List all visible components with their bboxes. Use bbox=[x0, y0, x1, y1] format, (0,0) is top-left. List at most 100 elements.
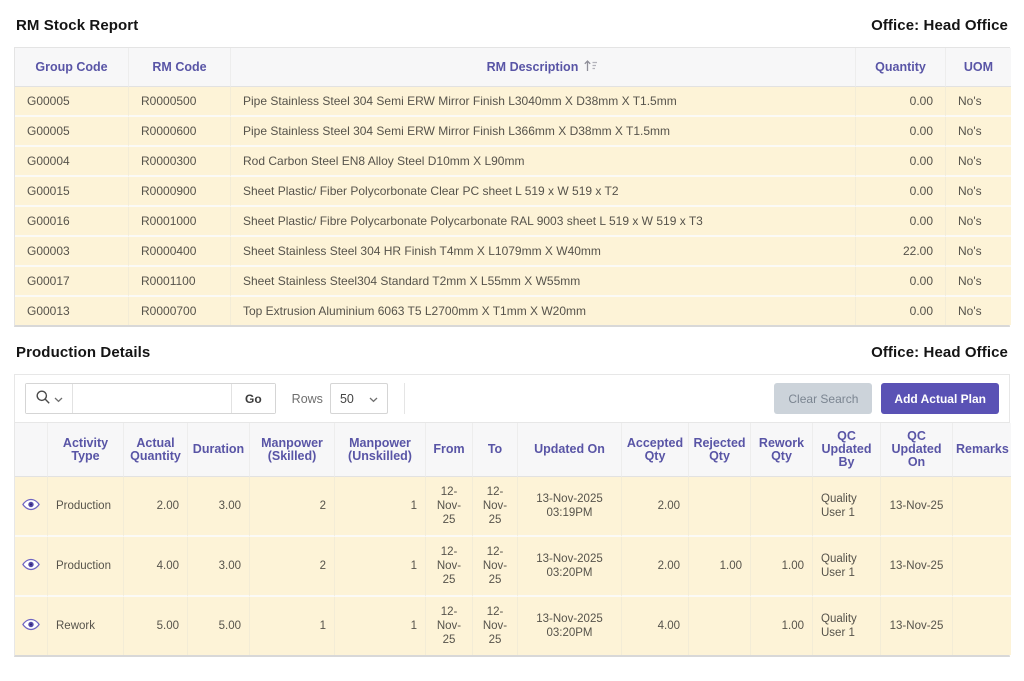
cell-group-code: G00016 bbox=[15, 207, 129, 237]
search-input[interactable] bbox=[73, 384, 231, 413]
production-table: Activity Type Actual Quantity Duration M… bbox=[15, 423, 1011, 655]
cell-group-code: G00004 bbox=[15, 147, 129, 177]
cell-manpower-skilled: 2 bbox=[250, 537, 335, 597]
cell-row-actions bbox=[15, 537, 48, 597]
column-header-manpower-unskilled[interactable]: Manpower (Unskilled) bbox=[335, 423, 426, 477]
cell-actual-quantity: 5.00 bbox=[124, 597, 188, 655]
chevron-down-icon bbox=[54, 391, 63, 406]
cell-manpower-skilled: 2 bbox=[250, 477, 335, 537]
cell-activity-type: Production bbox=[48, 477, 124, 537]
cell-qc-updated-on: 13-Nov-25 bbox=[881, 477, 953, 537]
column-header-rework-qty[interactable]: Rework Qty bbox=[751, 423, 813, 477]
cell-uom: No's bbox=[946, 297, 1011, 325]
cell-from: 12-Nov-25 bbox=[426, 537, 473, 597]
column-header-activity-type[interactable]: Activity Type bbox=[48, 423, 124, 477]
cell-updated-on: 13-Nov-2025 03:20PM bbox=[518, 597, 622, 655]
rm-stock-office-label: Office: Head Office bbox=[871, 17, 1008, 34]
column-header-uom[interactable]: UOM bbox=[946, 48, 1011, 87]
column-header-remarks[interactable]: Remarks bbox=[953, 423, 1011, 477]
cell-quantity: 0.00 bbox=[856, 267, 946, 297]
table-row: G00013R0000700Top Extrusion Aluminium 60… bbox=[15, 297, 1011, 325]
page: RM Stock Report Office: Head Office Grou… bbox=[0, 0, 1024, 657]
production-office-label: Office: Head Office bbox=[871, 344, 1008, 361]
cell-quantity: 0.00 bbox=[856, 177, 946, 207]
cell-rejected-qty: 1.00 bbox=[689, 537, 751, 597]
cell-group-code: G00017 bbox=[15, 267, 129, 297]
cell-qc-updated-on: 13-Nov-25 bbox=[881, 597, 953, 655]
cell-rework-qty: 1.00 bbox=[751, 597, 813, 655]
column-header-qc-updated-by[interactable]: QC Updated By bbox=[813, 423, 881, 477]
column-header-to[interactable]: To bbox=[473, 423, 518, 477]
cell-description: Top Extrusion Aluminium 6063 T5 L2700mm … bbox=[231, 297, 856, 325]
search-options-button[interactable] bbox=[26, 384, 73, 413]
cell-rm-code: R0000900 bbox=[129, 177, 231, 207]
cell-quantity: 0.00 bbox=[856, 147, 946, 177]
cell-from: 12-Nov-25 bbox=[426, 597, 473, 655]
cell-to: 12-Nov-25 bbox=[473, 477, 518, 537]
cell-actual-quantity: 4.00 bbox=[124, 537, 188, 597]
cell-rm-code: R0000600 bbox=[129, 117, 231, 147]
clear-search-button[interactable]: Clear Search bbox=[774, 383, 872, 414]
table-row: G00017R0001100Sheet Stainless Steel304 S… bbox=[15, 267, 1011, 297]
column-header-accepted-qty[interactable]: Accepted Qty bbox=[622, 423, 689, 477]
cell-description: Sheet Stainless Steel 304 HR Finish T4mm… bbox=[231, 237, 856, 267]
cell-from: 12-Nov-25 bbox=[426, 477, 473, 537]
column-header-from[interactable]: From bbox=[426, 423, 473, 477]
cell-description: Pipe Stainless Steel 304 Semi ERW Mirror… bbox=[231, 117, 856, 147]
cell-activity-type: Rework bbox=[48, 597, 124, 655]
cell-rm-code: R0001000 bbox=[129, 207, 231, 237]
eye-icon[interactable] bbox=[22, 498, 40, 511]
cell-manpower-unskilled: 1 bbox=[335, 477, 426, 537]
cell-quantity: 0.00 bbox=[856, 117, 946, 147]
cell-description: Sheet Stainless Steel304 Standard T2mm X… bbox=[231, 267, 856, 297]
cell-rm-code: R0000700 bbox=[129, 297, 231, 325]
cell-uom: No's bbox=[946, 267, 1011, 297]
column-header-rm-code[interactable]: RM Code bbox=[129, 48, 231, 87]
cell-to: 12-Nov-25 bbox=[473, 597, 518, 655]
cell-accepted-qty: 2.00 bbox=[622, 537, 689, 597]
cell-updated-on: 13-Nov-2025 03:19PM bbox=[518, 477, 622, 537]
production-header-row: Activity Type Actual Quantity Duration M… bbox=[15, 423, 1011, 477]
column-header-rm-description[interactable]: RM Description bbox=[231, 48, 856, 87]
chevron-down-icon bbox=[369, 392, 378, 406]
column-header-qc-updated-on[interactable]: QC Updated On bbox=[881, 423, 953, 477]
rows-label: Rows bbox=[292, 392, 323, 406]
column-header-actual-quantity[interactable]: Actual Quantity bbox=[124, 423, 188, 477]
eye-icon[interactable] bbox=[22, 558, 40, 571]
cell-rm-code: R0000400 bbox=[129, 237, 231, 267]
column-header-rm-description-label: RM Description bbox=[487, 60, 579, 74]
table-row: G00005R0000500Pipe Stainless Steel 304 S… bbox=[15, 87, 1011, 117]
cell-rm-code: R0000300 bbox=[129, 147, 231, 177]
column-header-manpower-skilled[interactable]: Manpower (Skilled) bbox=[250, 423, 335, 477]
rm-stock-section-header: RM Stock Report Office: Head Office bbox=[14, 0, 1010, 47]
cell-qc-updated-by: Quality User 1 bbox=[813, 597, 881, 655]
cell-duration: 5.00 bbox=[188, 597, 250, 655]
cell-group-code: G00005 bbox=[15, 117, 129, 147]
cell-uom: No's bbox=[946, 117, 1011, 147]
cell-group-code: G00013 bbox=[15, 297, 129, 325]
column-header-quantity[interactable]: Quantity bbox=[856, 48, 946, 87]
rows-per-page-select[interactable]: 50 bbox=[330, 383, 388, 414]
table-row: G00004R0000300Rod Carbon Steel EN8 Alloy… bbox=[15, 147, 1011, 177]
production-section-header: Production Details Office: Head Office bbox=[14, 327, 1010, 374]
cell-quantity: 22.00 bbox=[856, 237, 946, 267]
cell-uom: No's bbox=[946, 207, 1011, 237]
rm-stock-header-row: Group Code RM Code RM Description Quanti… bbox=[15, 48, 1011, 87]
column-header-updated-on[interactable]: Updated On bbox=[518, 423, 622, 477]
cell-to: 12-Nov-25 bbox=[473, 537, 518, 597]
cell-rm-code: R0000500 bbox=[129, 87, 231, 117]
rm-stock-table-region: Group Code RM Code RM Description Quanti… bbox=[14, 47, 1010, 327]
go-button[interactable]: Go bbox=[231, 384, 275, 413]
cell-accepted-qty: 2.00 bbox=[622, 477, 689, 537]
table-row: Rework5.005.001112-Nov-2512-Nov-2513-Nov… bbox=[15, 597, 1011, 655]
production-title: Production Details bbox=[16, 344, 150, 361]
column-header-rejected-qty[interactable]: Rejected Qty bbox=[689, 423, 751, 477]
rows-per-page-value: 50 bbox=[340, 392, 354, 406]
add-actual-plan-button[interactable]: Add Actual Plan bbox=[881, 383, 999, 414]
eye-icon[interactable] bbox=[22, 618, 40, 631]
cell-group-code: G00003 bbox=[15, 237, 129, 267]
column-header-duration[interactable]: Duration bbox=[188, 423, 250, 477]
cell-description: Sheet Plastic/ Fiber Polycorbonate Clear… bbox=[231, 177, 856, 207]
column-header-group-code[interactable]: Group Code bbox=[15, 48, 129, 87]
cell-remarks bbox=[953, 477, 1011, 537]
